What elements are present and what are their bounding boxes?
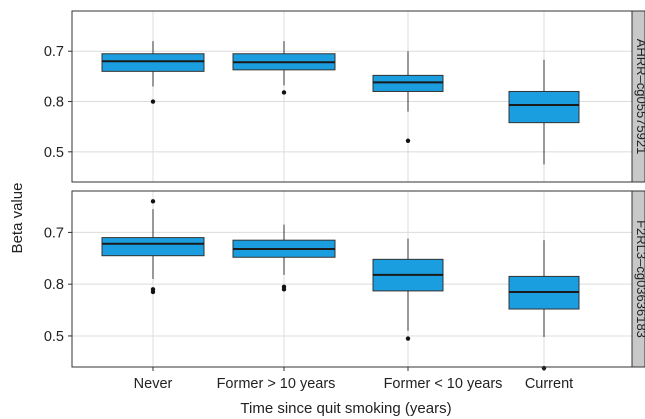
box-3 — [372, 51, 444, 143]
box-1 — [101, 199, 205, 295]
outlier-point — [281, 90, 287, 95]
facet-strip-label: F2RL3–cg03636183 — [634, 220, 645, 338]
box-2 — [232, 224, 336, 292]
outlier-point — [405, 138, 411, 143]
outlier-point — [405, 336, 411, 341]
outlier-point — [150, 289, 156, 295]
panel-1: 0.7 0.8 0.5 AHRR–cg05575921 — [44, 10, 645, 183]
panel-2: 0.7 0.8 0.5 F2RL3–cg03636183 — [44, 190, 645, 371]
y-axis-title: Beta value — [9, 183, 26, 254]
outlier-point — [150, 199, 156, 204]
box-4 — [508, 240, 580, 371]
y-tick-label: 0.5 — [44, 145, 64, 161]
x-tick-label-never: Never — [134, 376, 173, 392]
box-2 — [232, 41, 336, 95]
box-body — [101, 53, 205, 72]
x-tick-label-current: Current — [525, 376, 573, 392]
box-3 — [372, 238, 444, 341]
box-4 — [508, 59, 580, 165]
x-tick-label-former-lt-10: Former < 10 years — [384, 376, 503, 392]
outlier-point — [150, 99, 156, 104]
outlier-point — [281, 287, 287, 292]
y-tick-label: 0.5 — [44, 329, 64, 345]
box-body — [372, 74, 444, 92]
facet-strip-label: AHRR–cg05575921 — [634, 39, 645, 155]
y-tick-label: 0.8 — [44, 277, 64, 293]
y-tick-label: 0.8 — [44, 95, 64, 111]
panels-layer: 0.7 0.8 0.5 AHRR–cg05575921 0.7 0.8 0.5 F2RL3–c… — [44, 10, 645, 371]
y-tick-label: 0.7 — [44, 225, 64, 241]
y-tick-label: 0.7 — [44, 44, 64, 60]
facet-strip — [631, 190, 645, 368]
x-tick-label-former-gt-10: Former > 10 years — [217, 376, 336, 392]
facet-strip — [631, 10, 645, 183]
box-1 — [101, 41, 205, 104]
x-axis-title: Time since quit smoking (years) — [240, 400, 451, 417]
box-body — [508, 90, 580, 124]
box-body — [101, 237, 205, 257]
